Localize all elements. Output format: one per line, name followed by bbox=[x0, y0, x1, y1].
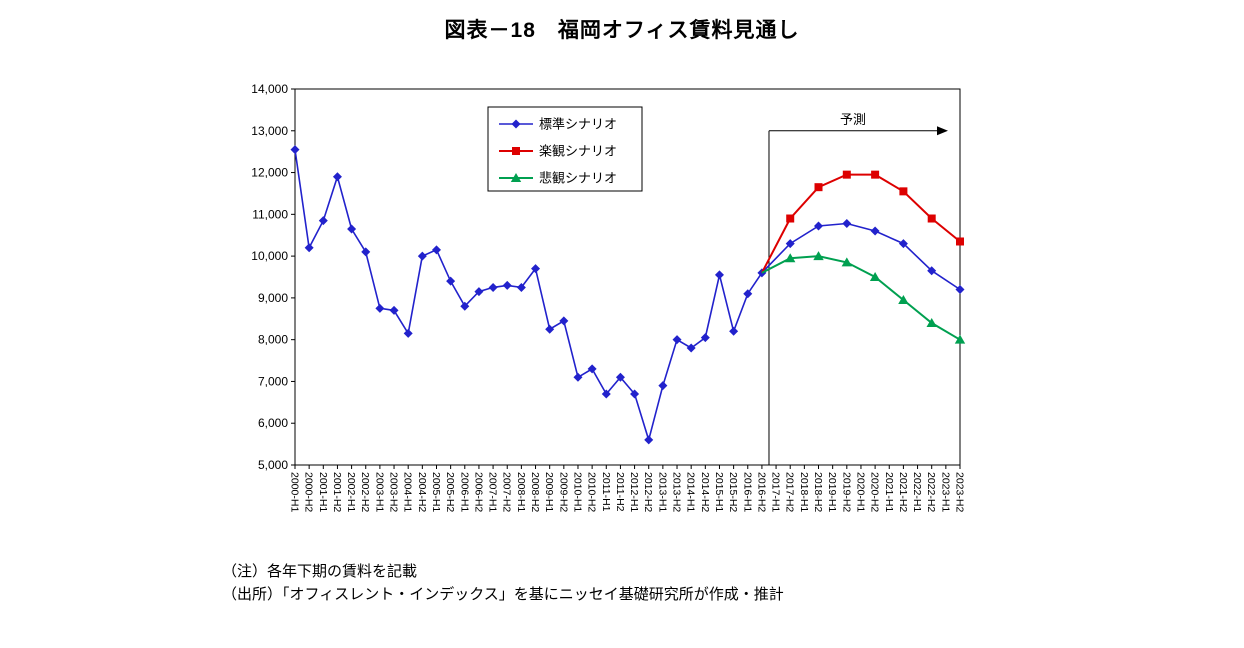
svg-text:2004-H1: 2004-H1 bbox=[402, 472, 414, 512]
svg-text:2012-H2: 2012-H2 bbox=[642, 472, 654, 512]
svg-text:2000-H2: 2000-H2 bbox=[303, 472, 315, 512]
svg-text:2001-H2: 2001-H2 bbox=[331, 472, 343, 512]
svg-text:2003-H1: 2003-H1 bbox=[373, 472, 385, 512]
svg-text:2009-H2: 2009-H2 bbox=[557, 472, 569, 512]
svg-text:2000-H1: 2000-H1 bbox=[289, 472, 301, 512]
chart-title: 図表－18 福岡オフィス賃料見通し bbox=[444, 19, 800, 42]
svg-text:2003-H2: 2003-H2 bbox=[388, 472, 400, 512]
svg-text:11,000: 11,000 bbox=[252, 207, 288, 221]
x-axis: 2000-H1 2000-H2 2001-H1 2001-H2 2002-H1 2002-… bbox=[289, 465, 966, 512]
svg-text:2022-H1: 2022-H1 bbox=[911, 472, 923, 512]
svg-text:2022-H2: 2022-H2 bbox=[925, 472, 937, 512]
legend-label: 楽観シナリオ bbox=[539, 144, 617, 159]
svg-text:2019-H2: 2019-H2 bbox=[840, 472, 852, 512]
svg-text:5,000: 5,000 bbox=[258, 458, 288, 472]
series-pessimistic-scenario bbox=[761, 251, 966, 344]
svg-text:7,000: 7,000 bbox=[258, 374, 288, 388]
svg-text:2016-H1: 2016-H1 bbox=[741, 472, 753, 512]
svg-text:2013-H1: 2013-H1 bbox=[656, 472, 668, 512]
svg-text:2009-H1: 2009-H1 bbox=[543, 472, 555, 512]
svg-text:2014-H2: 2014-H2 bbox=[699, 472, 711, 512]
y-axis: 5,000 6,000 7,000 8,000 9,000 10,000 11,000 12,… bbox=[251, 82, 295, 472]
svg-text:2020-H2: 2020-H2 bbox=[869, 472, 881, 512]
svg-text:2021-H2: 2021-H2 bbox=[897, 472, 909, 512]
svg-text:2010-H1: 2010-H1 bbox=[571, 472, 583, 512]
svg-text:6,000: 6,000 bbox=[258, 416, 288, 430]
svg-text:14,000: 14,000 bbox=[251, 82, 288, 96]
forecast-annotation: 予測 bbox=[768, 112, 948, 465]
svg-text:2002-H1: 2002-H1 bbox=[345, 472, 357, 512]
svg-text:2002-H2: 2002-H2 bbox=[359, 472, 371, 512]
svg-text:2023-H1: 2023-H1 bbox=[939, 472, 951, 512]
svg-text:2008-H1: 2008-H1 bbox=[515, 472, 527, 512]
svg-text:2006-H1: 2006-H1 bbox=[458, 472, 470, 512]
svg-text:2020-H1: 2020-H1 bbox=[854, 472, 866, 512]
svg-text:2007-H1: 2007-H1 bbox=[487, 472, 499, 512]
svg-text:2011-H2: 2011-H2 bbox=[614, 472, 626, 512]
svg-text:2007-H2: 2007-H2 bbox=[501, 472, 513, 512]
svg-text:9,000: 9,000 bbox=[258, 291, 288, 305]
note-source-line-2: （出所）「オフィスレント・インデックス」を基にニッセイ基礎研究所が作成・推計 bbox=[222, 586, 784, 604]
svg-text:12,000: 12,000 bbox=[251, 166, 288, 180]
legend-item-series-optimistic-scenario: 楽観シナリオ bbox=[499, 144, 617, 159]
svg-text:2008-H2: 2008-H2 bbox=[529, 472, 541, 512]
svg-text:2001-H1: 2001-H1 bbox=[317, 472, 329, 512]
svg-text:2015-H1: 2015-H1 bbox=[713, 472, 725, 512]
svg-text:2018-H1: 2018-H1 bbox=[798, 472, 810, 512]
svg-text:8,000: 8,000 bbox=[258, 333, 288, 347]
chart-notes: （注）各年下期の賃料を記載 （出所）「オフィスレント・インデックス」を基にニッセ… bbox=[222, 560, 784, 607]
forecast-label: 予測 bbox=[840, 112, 866, 127]
svg-text:2011-H1: 2011-H1 bbox=[600, 472, 612, 512]
legend-label: 悲観シナリオ bbox=[539, 171, 617, 186]
series-standard-scenario bbox=[290, 145, 965, 445]
legend-label: 標準シナリオ bbox=[539, 117, 617, 132]
legend-item-series-standard-scenario: 標準シナリオ bbox=[499, 117, 617, 132]
svg-text:2021-H1: 2021-H1 bbox=[883, 472, 895, 512]
forecast-arrow-head bbox=[937, 126, 948, 136]
rent-forecast-chart: 5,000 6,000 7,000 8,000 9,000 10,000 11,000 12,… bbox=[245, 79, 975, 554]
svg-text:2013-H2: 2013-H2 bbox=[671, 472, 683, 512]
svg-text:2015-H2: 2015-H2 bbox=[727, 472, 739, 512]
svg-text:2004-H2: 2004-H2 bbox=[416, 472, 428, 512]
svg-text:13,000: 13,000 bbox=[251, 124, 288, 138]
svg-text:2019-H1: 2019-H1 bbox=[826, 472, 838, 512]
svg-text:2006-H2: 2006-H2 bbox=[472, 472, 484, 512]
svg-text:2012-H1: 2012-H1 bbox=[628, 472, 640, 512]
svg-text:2017-H1: 2017-H1 bbox=[770, 472, 782, 512]
svg-text:2005-H2: 2005-H2 bbox=[444, 472, 456, 512]
svg-text:10,000: 10,000 bbox=[251, 249, 288, 263]
series-optimistic-scenario bbox=[761, 170, 964, 274]
svg-text:2017-H2: 2017-H2 bbox=[784, 472, 796, 512]
svg-text:2016-H2: 2016-H2 bbox=[755, 472, 767, 512]
legend-item-series-pessimistic-scenario: 悲観シナリオ bbox=[499, 171, 617, 186]
chart-svg: 5,000 6,000 7,000 8,000 9,000 10,000 11,000 12,… bbox=[251, 82, 966, 512]
note-source-line-1: （注）各年下期の賃料を記載 bbox=[222, 563, 418, 580]
svg-text:2014-H1: 2014-H1 bbox=[685, 472, 697, 512]
svg-text:2023-H2: 2023-H2 bbox=[954, 472, 966, 512]
svg-text:2010-H2: 2010-H2 bbox=[586, 472, 598, 512]
svg-text:2018-H2: 2018-H2 bbox=[812, 472, 824, 512]
svg-text:2005-H1: 2005-H1 bbox=[430, 472, 442, 512]
